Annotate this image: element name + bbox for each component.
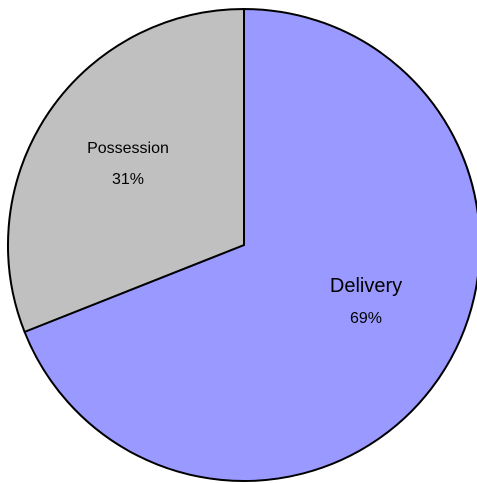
slice-value-possession: 31% <box>112 171 144 188</box>
pie-labels: Delivery 69% Possession 31% <box>87 140 402 327</box>
pie-slice-delivery <box>23 8 477 482</box>
slice-label-possession: Possession <box>87 140 169 157</box>
pie-slices <box>7 8 477 482</box>
pie-slice-possession <box>7 8 245 333</box>
slice-label-delivery: Delivery <box>330 275 402 297</box>
slice-value-delivery: 69% <box>350 310 382 327</box>
